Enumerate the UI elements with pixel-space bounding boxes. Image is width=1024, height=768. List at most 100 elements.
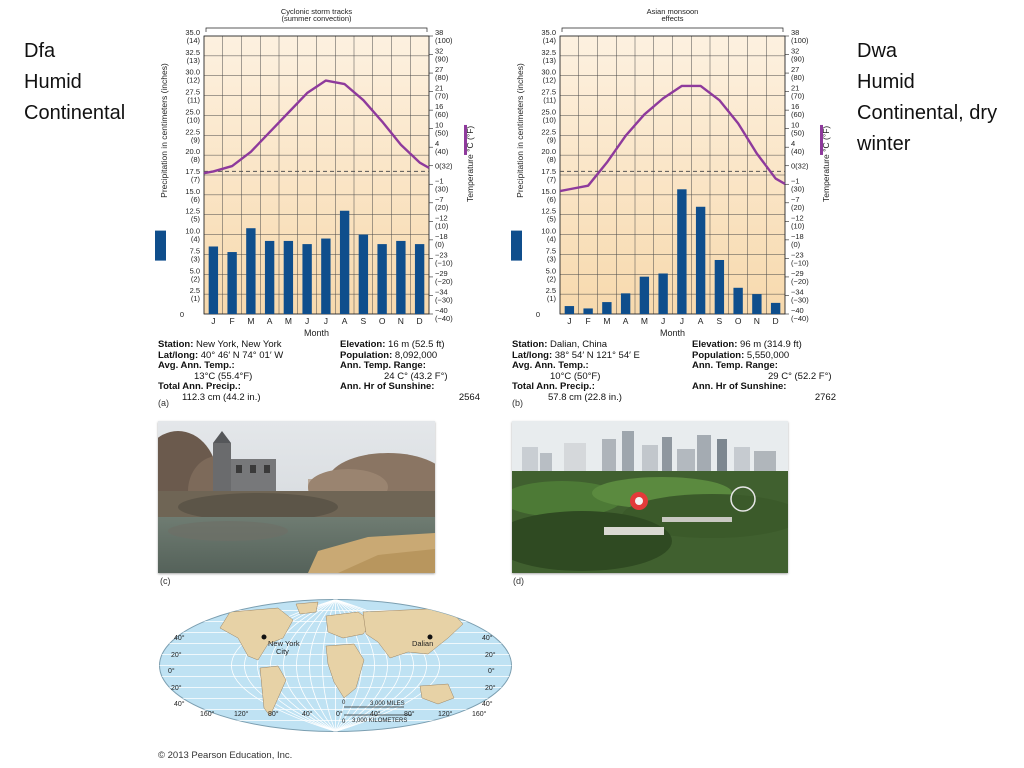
right-tick-label-f: (20)	[791, 203, 805, 212]
right-tick-label-f: (60)	[435, 110, 449, 119]
precip-bar	[695, 206, 706, 314]
precip-bar	[264, 240, 275, 314]
right-tick-label: 16	[791, 102, 799, 111]
y-axis-title-temp: Temperature °C (°F)	[465, 126, 475, 202]
population-label: Population:	[692, 349, 745, 361]
left-tick-label-inches: (1)	[547, 294, 557, 303]
left-tick-label: 12.5	[185, 207, 200, 216]
header-note: effects	[662, 14, 684, 23]
month-tick-label: J	[324, 316, 328, 326]
left-tick-label: 5.0	[190, 266, 200, 275]
left-tick-label: 25.0	[541, 107, 556, 116]
precip-legend-swatch	[155, 230, 166, 261]
right-tick-label-f: (30)	[791, 184, 805, 193]
map-lon-label: 160°	[200, 710, 215, 718]
right-tick-label-f: (30)	[435, 184, 449, 193]
right-tick-label-f: (40)	[435, 147, 449, 156]
precip-bar	[620, 293, 631, 314]
right-tick-label-f: (10)	[791, 221, 805, 230]
right-tick-label: 32	[435, 47, 443, 56]
map-lon-label: 80°	[268, 710, 279, 718]
climograph-dalian: 35.0 (14) 32.5 (13) 30.0 (12) 27.5 (11) 25.0 (10)…	[506, 4, 841, 340]
left-tick-label-inches: (10)	[543, 115, 557, 124]
left-tick-label-inches: (10)	[187, 115, 201, 124]
right-tick-label-f: (80)	[791, 73, 805, 82]
climograph-new-york-svg: 35.0(14)32.5(13)30.0(12)27.5(11)25.0(10)…	[155, 7, 475, 338]
latlong-value: 38° 54′ N 121° 54′ E	[554, 349, 640, 361]
elevation-label: Elevation:	[692, 339, 738, 350]
right-tick-label: −34	[435, 287, 448, 296]
temp-legend-swatch	[464, 124, 467, 155]
climate-label-dfa: Dfa Humid Continental	[24, 40, 126, 124]
right-tick-label: 27	[791, 65, 799, 74]
station-label: Station:	[158, 339, 194, 350]
sunshine-value: 2564	[458, 391, 480, 403]
left-tick-label: 12.5	[541, 207, 556, 216]
avg-temp-label: Avg. Ann. Temp.:	[512, 360, 589, 371]
map-lat-label-left: 40°	[174, 700, 185, 708]
left-tick-label: 27.5	[185, 88, 200, 97]
x-axis-title: Month	[304, 328, 329, 338]
right-axis-ticks: 38(100) 32(90)27(80) 21(70)16(60) 10(50)4(4…	[785, 28, 809, 323]
avg-temp-value: 10°C (50°F)	[550, 370, 601, 382]
right-tick-label-f: (−20)	[791, 277, 809, 286]
precip-bar	[246, 228, 256, 314]
left-tick-label-inches: (8)	[191, 155, 201, 164]
right-tick-label-f: (100)	[791, 36, 809, 45]
temperature-line	[203, 79, 430, 175]
left-tick-label-inches: (5)	[191, 215, 201, 224]
right-axis-ticks: 38(100) 32(90)27(80) 21(70)16(60) 10(50)4(4…	[429, 28, 453, 323]
map-meridian	[296, 599, 336, 732]
precip-bar	[339, 210, 350, 314]
copyright-notice: © 2013 Pearson Education, Inc.	[158, 750, 293, 761]
right-tick-label-f: (20)	[435, 203, 449, 212]
y-axis-title-temp: Temperature °C (°F)	[821, 126, 831, 202]
left-axis-ticks: 35.0(14) 32.5(13) 30.0(12) 27.5(11) 25.0(10)…	[180, 28, 201, 319]
precip-bar	[770, 302, 781, 314]
map-lon-label: 160°	[472, 710, 487, 718]
precip-bar	[733, 287, 743, 314]
map-lat-label-left: 20°	[171, 684, 182, 692]
right-tick-label: −40	[791, 306, 804, 315]
temp-range-value: 29 C° (52.2 F°)	[768, 370, 832, 382]
precip-bar	[321, 238, 331, 314]
right-tick-label-f: (−10)	[435, 258, 453, 267]
right-tick-label: −12	[435, 213, 448, 222]
left-tick-label: 17.5	[541, 167, 556, 176]
header-bracket: Cyclonic storm tracks(summer convection)	[205, 7, 428, 32]
station-name: New York, New York	[196, 339, 282, 350]
header-note: Cyclonic storm tracks	[281, 7, 353, 16]
temp-range-value: 24 C° (43.2 F°)	[384, 370, 448, 382]
left-tick-label: 2.5	[190, 286, 200, 295]
precip-bar	[227, 252, 237, 314]
map-lon-label: 120°	[234, 710, 249, 718]
left-tick-label-inches: (7)	[191, 175, 201, 184]
plot-frame	[559, 35, 786, 315]
total-precip-label: Total Ann. Precip.:	[512, 381, 595, 392]
right-tick-label: 16	[435, 102, 443, 111]
left-tick-label: 7.5	[546, 246, 556, 255]
x-axis-title: Month	[660, 328, 685, 338]
right-tick-label: −29	[791, 269, 804, 278]
right-tick-label-f: (60)	[791, 110, 805, 119]
y-axis-title-precip: Precipitation in centimeters (inches)	[515, 63, 525, 198]
map-scale-miles: 3,000 MILES	[370, 701, 405, 707]
header-note: Asian monsoon	[647, 7, 699, 16]
left-tick-label: 25.0	[185, 107, 200, 116]
right-tick-label-f: (90)	[791, 55, 805, 64]
month-tick-label: M	[247, 316, 254, 326]
right-tick-label: −1	[791, 176, 800, 185]
left-tick-label: 22.5	[185, 127, 200, 136]
map-meridian	[270, 599, 336, 732]
month-tick-label: J	[211, 316, 215, 326]
precip-bar	[583, 308, 593, 314]
climograph-new-york: 35.0 (14) 32.5 (13) 30.0 (12) 27.5 (11) 25.0 (10)…	[150, 4, 480, 340]
elevation-value: 16 m (52.5 ft)	[388, 339, 445, 350]
left-tick-label: 30.0	[185, 68, 200, 77]
precip-bar	[302, 244, 312, 314]
world-map-svg: 40° 40° 20° 20° 0° 0° 20° 20° 40° 40° 160° 120° 80° 4…	[159, 599, 512, 732]
left-tick-label: 0	[536, 310, 540, 319]
map-lat-label-left: 0°	[168, 667, 175, 675]
precip-bar	[377, 244, 387, 314]
